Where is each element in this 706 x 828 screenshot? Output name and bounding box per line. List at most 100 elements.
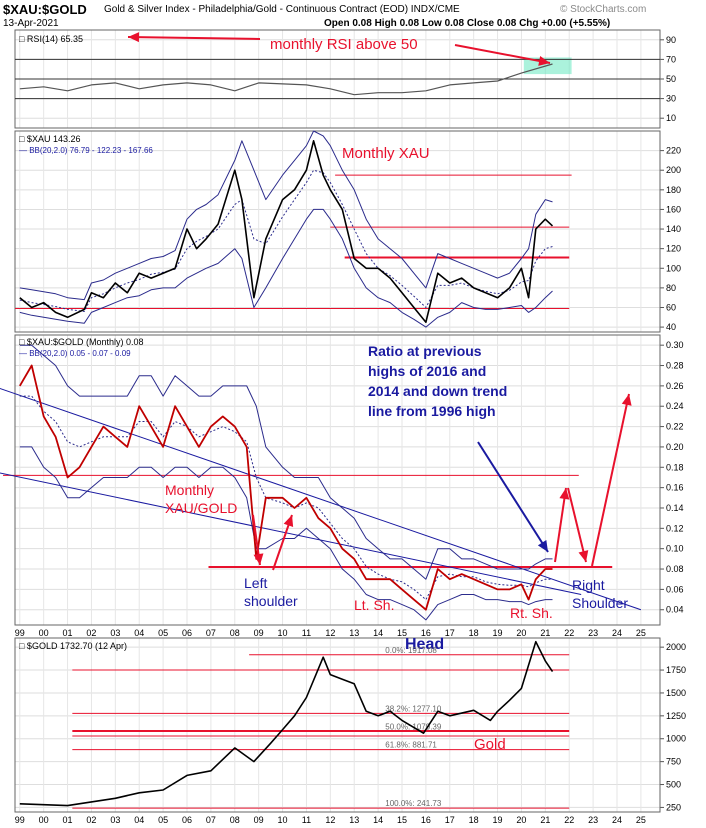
xau-y-tick-label-8: 200 (666, 165, 681, 175)
x-tick-label-gold-20: 20 (516, 815, 526, 825)
chart-description: Gold & Silver Index - Philadelphia/Gold … (104, 4, 460, 15)
x-tick-label-ratio-16: 16 (421, 628, 431, 638)
x-tick-label-ratio-04: 04 (134, 628, 144, 638)
rsi-annotation-label: monthly RSI above 50 (270, 36, 418, 53)
ratio-y-tick-label-2: 0.08 (666, 564, 684, 574)
x-tick-label-ratio-08: 08 (230, 628, 240, 638)
rsi-arrow-right-head (538, 56, 550, 66)
symbol-title: $XAU:$GOLD (3, 2, 87, 17)
x-tick-label-ratio-13: 13 (349, 628, 359, 638)
x-tick-label-ratio-24: 24 (612, 628, 622, 638)
xau-y-tick-label-0: 40 (666, 322, 676, 332)
gold-legend-title: □ $GOLD 1732.70 (12 Apr) (19, 641, 127, 651)
ratio-y-tick-label-12: 0.28 (666, 361, 684, 371)
ratio-price-line (19, 364, 553, 611)
gold-fib-label-1: 38.2%: 1277.10 (385, 704, 442, 713)
gold-y-tick-label-0: 250 (666, 802, 681, 812)
x-tick-label-ratio-25: 25 (636, 628, 646, 638)
ratio-annotation-main-line-0: Ratio at previous (368, 343, 482, 359)
x-tick-label-gold-10: 10 (278, 815, 288, 825)
xau-lower-band (19, 208, 553, 328)
ratio-y-tick-label-6: 0.16 (666, 483, 684, 493)
x-tick-label-gold-08: 08 (230, 815, 240, 825)
xau-y-tick-label-5: 140 (666, 224, 681, 234)
x-tick-label-ratio-11: 11 (302, 628, 311, 638)
xau-y-tick-label-6: 160 (666, 204, 681, 214)
gold-price-line (19, 640, 554, 807)
stockcharts-watermark: © StockCharts.com (560, 4, 647, 15)
x-tick-label-gold-12: 12 (325, 815, 335, 825)
x-tick-label-gold-18: 18 (469, 815, 479, 825)
ratio-y-tick-label-4: 0.12 (666, 523, 684, 533)
ratio-y-tick-label-9: 0.22 (666, 422, 684, 432)
ratio-annotation-left-shoulder-line-1: shoulder (244, 593, 298, 609)
x-tick-label-ratio-20: 20 (516, 628, 526, 638)
ratio-annotation-monthly-line-0: Monthly (165, 482, 214, 498)
x-tick-label-gold-00: 00 (39, 815, 49, 825)
x-tick-label-gold-07: 07 (206, 815, 216, 825)
ratio-annotation-monthly-line-1: XAU/GOLD (165, 500, 237, 516)
x-tick-label-gold-01: 01 (63, 815, 73, 825)
x-tick-label-ratio-01: 01 (63, 628, 73, 638)
gold-y-tick-label-7: 2000 (666, 642, 686, 652)
x-tick-label-ratio-18: 18 (469, 628, 479, 638)
ratio-projection-down-head (578, 550, 589, 562)
ratio-legend-title: □ $XAU:$GOLD (Monthly) 0.08 (19, 337, 143, 347)
x-tick-label-gold-16: 16 (421, 815, 431, 825)
gold-y-tick-label-5: 1500 (666, 688, 686, 698)
x-tick-label-gold-99: 99 (15, 815, 25, 825)
x-tick-label-ratio-23: 23 (588, 628, 598, 638)
gold-fib-label-3: 61.8%: 881.71 (385, 741, 437, 750)
ratio-annotation-main-line-2: 2014 and down trend (368, 383, 507, 399)
xau-y-tick-label-2: 80 (666, 283, 676, 293)
x-tick-label-ratio-22: 22 (564, 628, 574, 638)
rsi-y-tick-label-0: 10 (666, 113, 676, 123)
ratio-y-tick-label-5: 0.14 (666, 503, 684, 513)
ratio-annotation-left-shoulder-line-0: Left (244, 575, 267, 591)
ratio-annotation-lt-sh: Lt. Sh. (354, 597, 394, 613)
gold-fib-label-4: 100.0%: 241.73 (385, 799, 442, 808)
x-tick-label-gold-11: 11 (302, 815, 311, 825)
xau-y-tick-label-4: 120 (666, 244, 681, 254)
gold-y-tick-label-1: 500 (666, 780, 681, 790)
x-tick-label-ratio-05: 05 (158, 628, 168, 638)
xau-legend-title: □ $XAU 143.26 (19, 134, 80, 144)
x-tick-label-ratio-99: 99 (15, 628, 25, 638)
rsi-arrow-left-head (128, 32, 140, 43)
xau-panel-frame (14, 130, 661, 333)
ratio-y-tick-label-11: 0.26 (666, 381, 684, 391)
ratio-y-tick-label-7: 0.18 (666, 462, 684, 472)
ratio-lower-band (19, 446, 553, 621)
ratio-arrow-to-highs-head (537, 540, 548, 552)
x-tick-label-gold-24: 24 (612, 815, 622, 825)
x-tick-label-ratio-21: 21 (540, 628, 550, 638)
x-tick-label-ratio-03: 03 (110, 628, 120, 638)
x-tick-label-gold-15: 15 (397, 815, 407, 825)
ratio-y-tick-label-3: 0.10 (666, 544, 684, 554)
ratio-upper-band (19, 344, 553, 580)
ratio-annotation-main-line-1: highs of 2016 and (368, 363, 486, 379)
rsi-arrow-left-shaft (127, 36, 261, 40)
ratio-projection-up-1-head (559, 488, 570, 500)
ratio-y-tick-label-0: 0.04 (666, 605, 684, 615)
rsi-y-tick-label-3: 70 (666, 54, 676, 64)
ratio-legend-bands: — BB(20,2.0) 0.05 - 0.07 - 0.09 (19, 349, 131, 358)
x-tick-label-ratio-17: 17 (445, 628, 455, 638)
x-tick-label-ratio-09: 09 (254, 628, 264, 638)
xau-annotation-label: Monthly XAU (342, 145, 430, 162)
gold-annotation-label: Gold (474, 736, 506, 753)
x-tick-label-gold-23: 23 (588, 815, 598, 825)
x-tick-label-ratio-15: 15 (397, 628, 407, 638)
x-tick-label-gold-22: 22 (564, 815, 574, 825)
ratio-arrow-left-shoulder-down-head (253, 553, 264, 565)
x-tick-label-gold-02: 02 (86, 815, 96, 825)
x-tick-label-gold-03: 03 (110, 815, 120, 825)
gold-y-tick-label-3: 1000 (666, 734, 686, 744)
ratio-y-tick-label-10: 0.24 (666, 401, 684, 411)
x-tick-label-gold-04: 04 (134, 815, 144, 825)
x-tick-label-ratio-02: 02 (86, 628, 96, 638)
xau-middle-band (19, 169, 553, 312)
ratio-annotation-right-shoulder-line-0: Right (572, 577, 605, 593)
x-tick-label-ratio-07: 07 (206, 628, 216, 638)
ratio-y-tick-label-13: 0.30 (666, 340, 684, 350)
